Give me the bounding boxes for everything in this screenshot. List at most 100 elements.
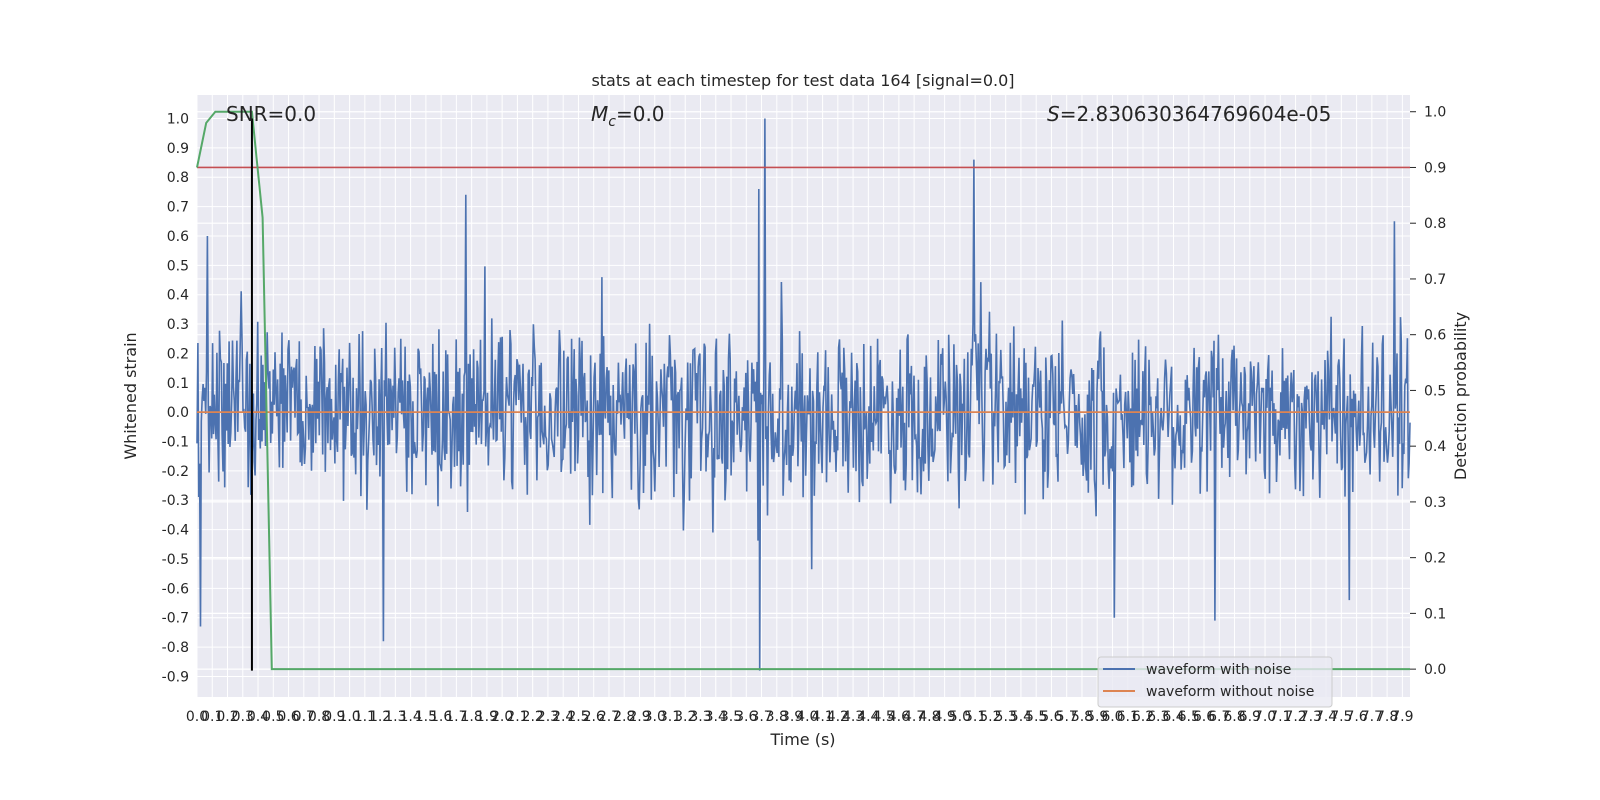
y-tick-label: -0.8	[162, 640, 189, 656]
x-tick-label: 6.7	[1208, 709, 1230, 725]
y-tick-label: -0.3	[162, 493, 189, 509]
right-y-tick-label: 1.0	[1424, 105, 1446, 121]
x-tick-label: 0.0	[186, 709, 208, 725]
x-tick-label: 2.7	[598, 709, 620, 725]
x-tick-label: 5.7	[1056, 709, 1078, 725]
x-tick-label: 1.5	[415, 709, 437, 725]
annotation-snr: SNR=0.0	[226, 102, 316, 126]
x-tick-label: 6.9	[1239, 709, 1261, 725]
x-tick-label: 7.2	[1284, 709, 1306, 725]
x-tick-label: 0.6	[277, 709, 299, 725]
legend-label-clean: waveform without noise	[1146, 684, 1314, 700]
chart-title: stats at each timestep for test data 164…	[591, 71, 1014, 90]
x-tick-label: 7.0	[1254, 709, 1276, 725]
y-tick-label: -0.6	[162, 581, 189, 597]
right-y-tick-label: 0.8	[1424, 216, 1446, 232]
x-tick-label: 4.9	[934, 709, 956, 725]
x-tick-label: 2.3	[537, 709, 559, 725]
x-tick-label: 6.5	[1178, 709, 1200, 725]
y-tick-label: 0.6	[167, 229, 189, 245]
y-tick-label: -0.4	[162, 523, 189, 539]
right-y-axis-label: Detection probability	[1451, 312, 1470, 480]
x-tick-label: 7.4	[1315, 709, 1337, 725]
right-y-tick-label: 0.3	[1424, 495, 1446, 511]
y-tick-label: 0.3	[167, 317, 189, 333]
x-tick-labels: 0.00.10.20.30.40.50.60.70.80.91.01.11.21…	[186, 709, 1414, 725]
x-tick-label: 5.5	[1025, 709, 1047, 725]
right-y-tick-label: 0.4	[1424, 439, 1446, 455]
right-y-tick-label: 0.1	[1424, 606, 1446, 622]
x-tick-label: 4.3	[842, 709, 864, 725]
x-tick-label: 0.1	[201, 709, 223, 725]
x-tick-label: 1.8	[461, 709, 483, 725]
x-tick-label: 4.1	[811, 709, 833, 725]
annotation-chirp-mass-subscript: c	[608, 114, 616, 130]
x-tick-label: 3.0	[644, 709, 666, 725]
y-tick-label: 0.7	[167, 200, 189, 216]
x-tick-label: 7.1	[1269, 709, 1291, 725]
x-tick-label: 0.5	[262, 709, 284, 725]
y-tick-label: 0.9	[167, 141, 189, 157]
x-tick-label: 3.9	[781, 709, 803, 725]
x-tick-label: 0.7	[293, 709, 315, 725]
x-axis-label: Time (s)	[769, 730, 835, 749]
y-axis-label: Whitened strain	[121, 332, 140, 459]
x-tick-label: 0.3	[232, 709, 254, 725]
y-tick-label: 1.0	[167, 111, 189, 127]
annotation-score-symbol: S	[1047, 102, 1060, 126]
x-tick-label: 3.8	[766, 709, 788, 725]
x-tick-label: 1.2	[369, 709, 391, 725]
annotation-score: S=2.830630364769604e-05	[1047, 102, 1331, 126]
right-y-tick-label: 0.2	[1424, 551, 1446, 567]
x-tick-label: 1.4	[399, 709, 421, 725]
x-tick-label: 0.2	[216, 709, 238, 725]
y-tick-label: -0.9	[162, 669, 189, 685]
x-tick-label: 1.9	[476, 709, 498, 725]
annotation-chirp-mass-value: =0.0	[616, 102, 665, 126]
right-y-tick-label: 0.9	[1424, 160, 1446, 176]
legend-label-noise: waveform with noise	[1146, 662, 1291, 678]
legend-box	[1097, 656, 1333, 708]
right-y-tick-label: 0.6	[1424, 328, 1446, 344]
y-tick-labels: 1.0 0.9 0.8 0.7 0.6 0.5 0.4 0.3 0.2 0.1 0.0 -0.1 -0.…	[162, 111, 189, 685]
y-tick-label: -0.2	[162, 464, 189, 480]
x-tick-label: 0.4	[247, 709, 269, 725]
x-tick-label: 6.1	[1117, 709, 1139, 725]
x-tick-label: 5.2	[979, 709, 1001, 725]
x-tick-label: 2.1	[506, 709, 528, 725]
x-tick-label: 3.3	[689, 709, 711, 725]
x-tick-label: 1.0	[338, 709, 360, 725]
x-tick-label: 3.2	[674, 709, 696, 725]
right-y-tick-label: 0.5	[1424, 383, 1446, 399]
x-tick-label: 2.2	[522, 709, 544, 725]
y-tick-label: 0.4	[167, 288, 189, 304]
x-tick-label: 7.9	[1391, 709, 1413, 725]
x-tick-label: 6.4	[1162, 709, 1184, 725]
x-tick-label: 4.7	[903, 709, 925, 725]
y-tick-label: -0.7	[162, 611, 189, 627]
y-tick-label: 0.1	[167, 376, 189, 392]
x-tick-label: 5.3	[995, 709, 1017, 725]
x-tick-label: 1.3	[384, 709, 406, 725]
right-y-tick-labels: 1.0 0.9 0.8 0.7 0.6 0.5 0.4 0.3 0.2 0.1 0.0	[1410, 105, 1446, 678]
x-tick-label: 6.2	[1132, 709, 1154, 725]
x-tick-label: 4.8	[918, 709, 940, 725]
x-tick-label: 7.8	[1376, 709, 1398, 725]
x-tick-label: 5.6	[1040, 709, 1062, 725]
x-tick-label: 3.5	[720, 709, 742, 725]
x-tick-label: 4.0	[796, 709, 818, 725]
x-tick-label: 4.2	[827, 709, 849, 725]
x-tick-label: 4.5	[872, 709, 894, 725]
y-tick-label: -0.1	[162, 435, 189, 451]
x-tick-label: 2.4	[552, 709, 574, 725]
x-tick-label: 3.4	[705, 709, 727, 725]
x-tick-label: 2.5	[567, 709, 589, 725]
x-tick-label: 7.7	[1361, 709, 1383, 725]
right-y-tick-label: 0.0	[1424, 662, 1446, 678]
y-tick-label: 0.2	[167, 346, 189, 362]
legend: waveform with noise waveform without noi…	[1097, 656, 1333, 708]
y-tick-label: 0.0	[167, 405, 189, 421]
x-tick-label: 7.3	[1300, 709, 1322, 725]
annotation-chirp-mass-symbol: M	[591, 102, 608, 126]
